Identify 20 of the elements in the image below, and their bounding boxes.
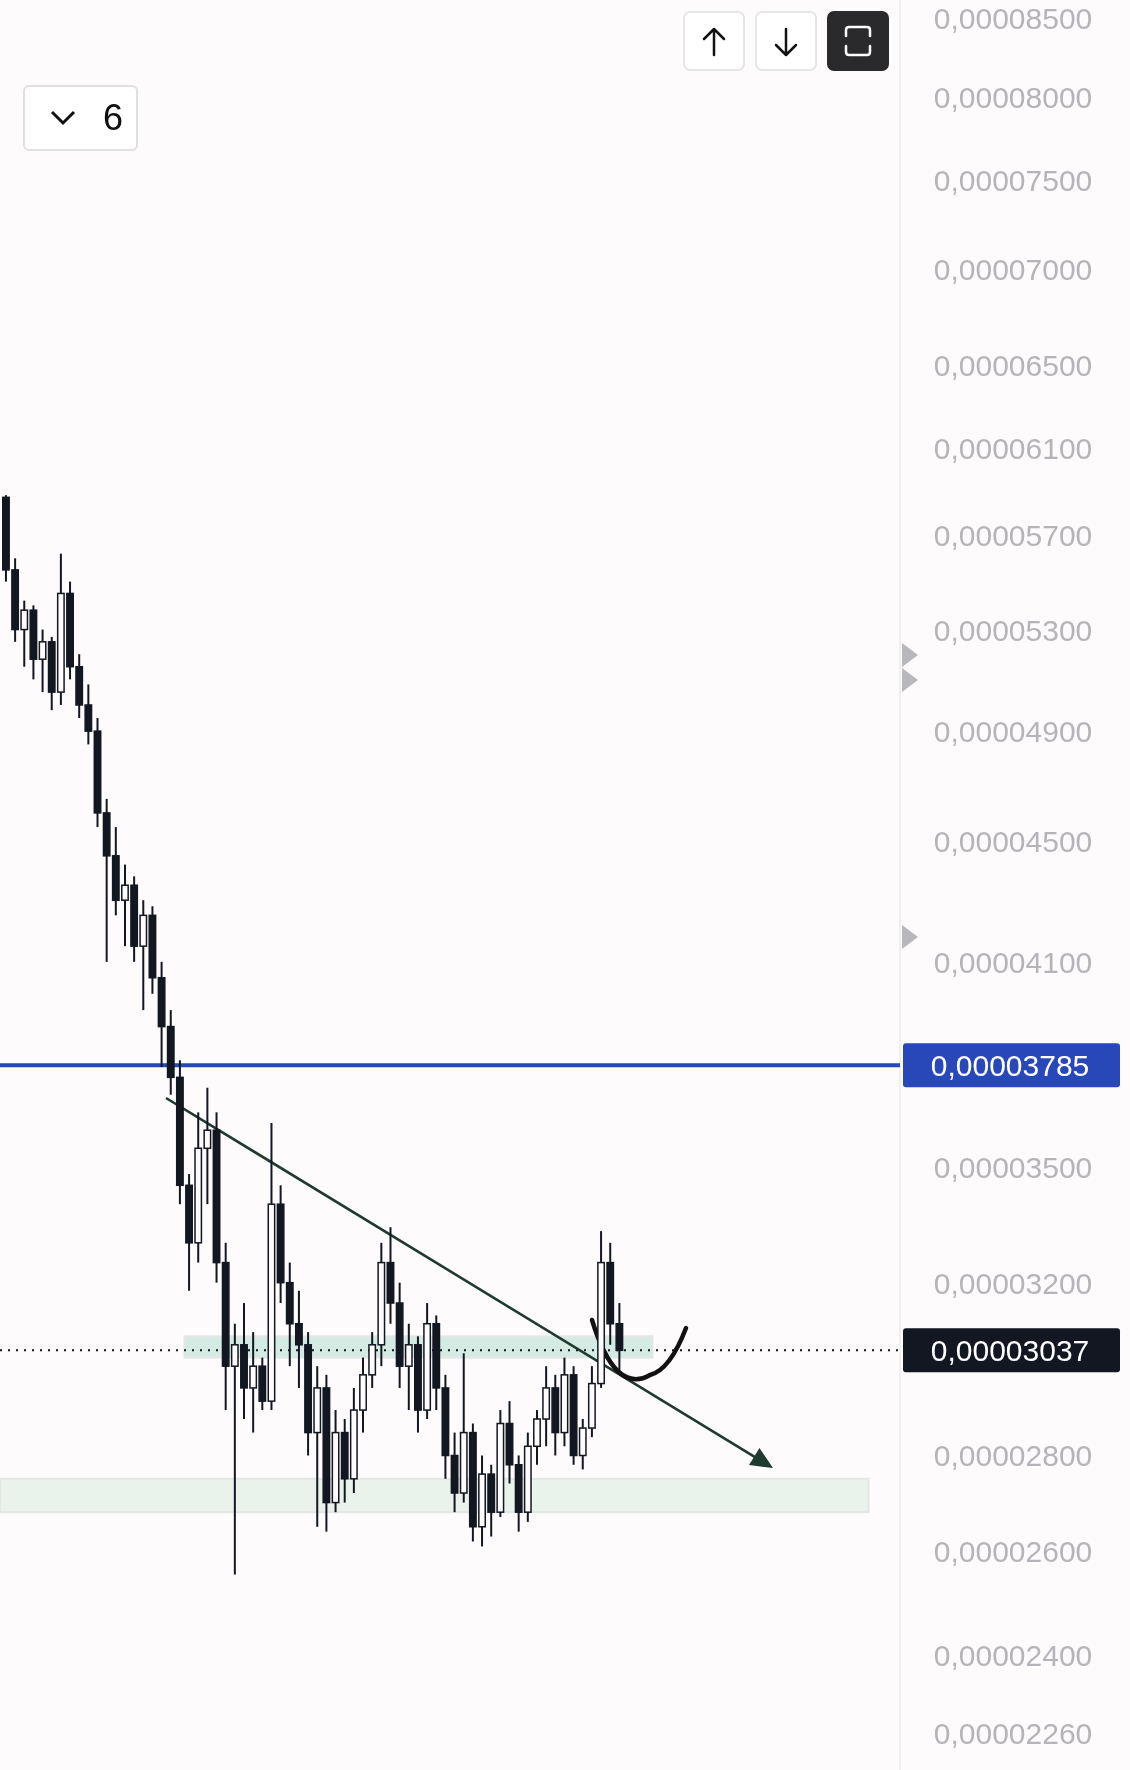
y-tick-label: 0,00003500 bbox=[933, 1150, 1093, 1184]
y-tick-label: 0,00005300 bbox=[933, 613, 1093, 647]
y-tick-label: 0,00002600 bbox=[933, 1535, 1093, 1569]
y-tick-label: 0,00002800 bbox=[933, 1439, 1093, 1473]
y-tick-label: 0,00008000 bbox=[933, 80, 1093, 114]
ref-line-label: 0,00003785 bbox=[930, 1049, 1090, 1083]
y-tick-label: 0,00008500 bbox=[933, 2, 1093, 36]
y-tick-label: 0,00007500 bbox=[933, 164, 1093, 198]
ref-line-label: 0,00003037 bbox=[930, 1334, 1090, 1368]
y-tick-label: 0,00003200 bbox=[933, 1266, 1093, 1300]
y-tick-label: 0,00002400 bbox=[933, 1639, 1093, 1673]
y-tick-label: 0,00006500 bbox=[933, 349, 1093, 383]
y-tick-label: 0,00004100 bbox=[933, 945, 1093, 979]
annotation: 6 bbox=[102, 97, 124, 138]
y-tick-label: 0,00002260 bbox=[933, 1716, 1093, 1750]
y-tick-label: 0,00004500 bbox=[933, 825, 1093, 859]
y-tick-label: 0,00006100 bbox=[933, 431, 1093, 465]
y-tick-label: 0,00004900 bbox=[933, 715, 1093, 749]
y-tick-label: 0,00005700 bbox=[933, 519, 1093, 553]
y-tick-label: 0,00007000 bbox=[933, 253, 1093, 287]
